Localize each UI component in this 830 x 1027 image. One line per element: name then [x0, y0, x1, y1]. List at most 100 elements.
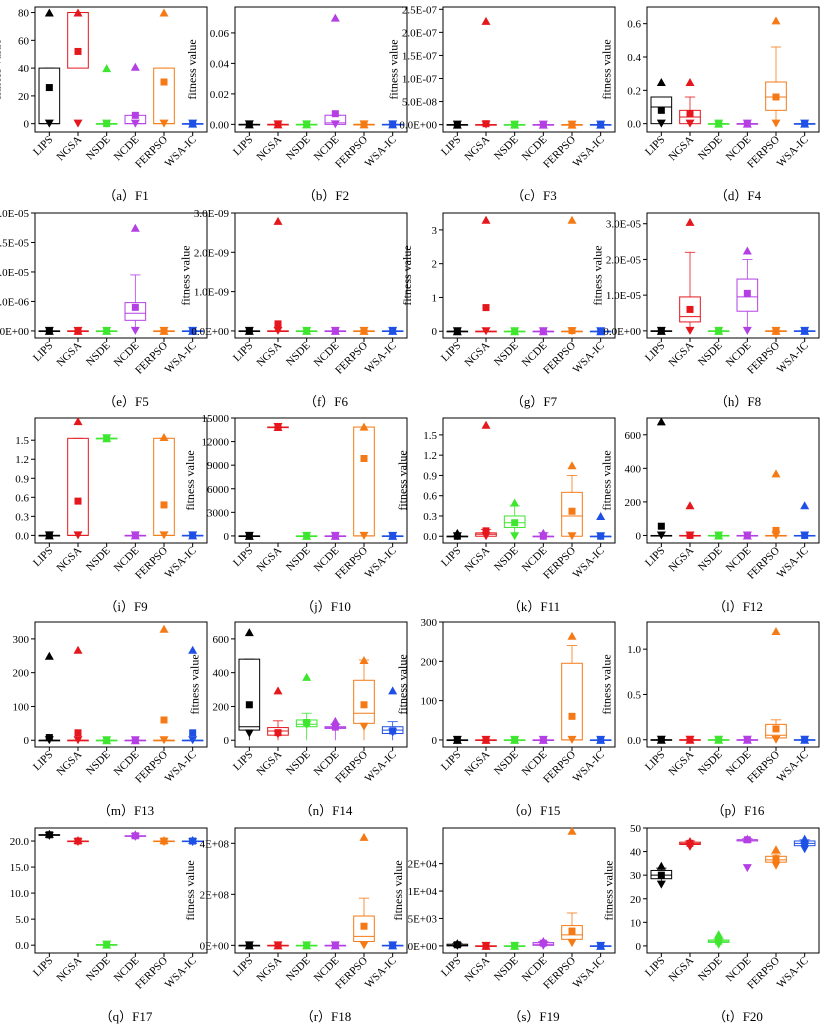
box-nsde [295, 531, 318, 540]
min-marker [388, 531, 398, 540]
x-tick-label: FERPSO [541, 340, 578, 377]
box-nsde [295, 672, 318, 741]
y-tick-label: 3.0E-09 [194, 208, 230, 220]
panel-5: 0.0E+00 5.0E-06 1.0E-05 1.5E-05 2.0E-05 fitne… [0, 208, 208, 409]
x-tick-label: LIPS [643, 749, 667, 773]
box-ferpso [561, 826, 583, 948]
min-marker [159, 326, 169, 335]
min-marker [44, 831, 54, 840]
y-tick-label: 0.3 [423, 511, 437, 523]
max-marker [481, 16, 491, 25]
y-tick-label: 0.0 [627, 119, 641, 131]
y-tick-label: 1.5E-07 [402, 50, 438, 62]
max-marker [567, 461, 577, 470]
box-ngsa [67, 835, 89, 847]
y-tick-label: 0.0 [423, 531, 437, 543]
plot-frame [646, 212, 820, 339]
box-lips [38, 829, 61, 840]
max-marker [685, 78, 695, 86]
min-marker [452, 327, 462, 336]
max-marker [44, 8, 54, 17]
panel-caption: （i）F9 [104, 599, 147, 614]
x-tick-label: LIPS [643, 955, 667, 979]
box-lips [446, 528, 469, 541]
box-ngsa [67, 645, 89, 745]
box-lips [446, 120, 469, 129]
x-tick-label: LIPS [439, 134, 463, 158]
min-marker [452, 941, 462, 950]
box-iqr [561, 662, 583, 741]
y-tick-label: 3000 [207, 507, 230, 519]
min-marker [73, 326, 83, 335]
x-tick-label: WSA-IC [775, 134, 811, 170]
box-wsa-ic [181, 531, 204, 540]
y-tick-label: 600 [213, 634, 230, 646]
min-marker [481, 735, 491, 744]
mean-marker [360, 922, 368, 930]
x-tick-label: NSDE [492, 748, 521, 777]
panel-caption: （q）F17 [100, 1009, 153, 1024]
y-tick-label: 60 [18, 35, 30, 47]
box-wsa-ic [181, 835, 204, 847]
max-marker [567, 631, 577, 640]
box-iqr [153, 437, 175, 536]
mean-marker [482, 527, 490, 535]
min-marker [714, 326, 724, 335]
min-marker [44, 326, 54, 335]
min-marker [567, 120, 577, 129]
box-wsa-ic [381, 686, 404, 741]
min-marker [656, 326, 666, 335]
panel-caption: （c）F3 [511, 188, 557, 203]
panel-6: 0.0E+00 1.0E-09 2.0E-09 3.0E-09 fitness valu… [179, 208, 408, 409]
y-tick-label: 300 [421, 617, 438, 629]
x-tick-label: NGSA [666, 340, 696, 370]
y-tick-label: 2E+08 [200, 889, 230, 901]
min-marker [510, 327, 520, 336]
x-tick-label: NSDE [84, 544, 113, 573]
x-tick-label: WSA-IC [775, 340, 811, 376]
box-lips [238, 531, 261, 540]
x-tick-label: NGSA [254, 545, 284, 575]
y-axis-title: fitness value [185, 39, 199, 99]
y-tick-label: 4E+08 [200, 838, 230, 850]
x-tick-label: WSA-IC [775, 545, 811, 581]
y-tick-label: 40 [630, 847, 642, 859]
y-tick-label: 5.0E-06 [0, 296, 29, 308]
max-marker [159, 624, 169, 633]
mean-marker [686, 110, 694, 118]
min-marker [244, 326, 254, 335]
min-marker [481, 327, 491, 336]
y-tick-label: 0.0 [627, 735, 641, 747]
box-ncde [124, 223, 147, 335]
box-nsde [95, 326, 118, 335]
mean-marker [568, 507, 576, 515]
max-marker [800, 501, 810, 510]
panel-caption: （k）F11 [508, 599, 560, 614]
max-marker [102, 64, 112, 73]
panel-caption: （d）F4 [715, 188, 762, 203]
box-ngsa [679, 836, 701, 851]
box-ncde [736, 246, 759, 335]
min-marker [771, 735, 781, 744]
y-tick-label: 0.00 [210, 119, 230, 131]
box-ncde [124, 830, 147, 841]
x-tick-label: LIPS [31, 340, 55, 364]
panel-caption: （m）F13 [98, 803, 154, 818]
box-wsa-ic [793, 501, 816, 540]
min-marker [273, 941, 283, 950]
min-marker [273, 326, 283, 335]
box-ncde [532, 936, 555, 950]
box-wsa-ic [589, 511, 612, 541]
plot-frame [442, 212, 616, 339]
x-tick-label: WSA-IC [775, 955, 811, 991]
min-marker [188, 326, 198, 335]
y-tick-label: 1.0E-07 [402, 73, 438, 85]
x-tick-label: NSDE [84, 339, 113, 368]
min-marker [244, 941, 254, 950]
min-marker [188, 838, 198, 847]
y-axis-title: fitness value [395, 450, 409, 510]
